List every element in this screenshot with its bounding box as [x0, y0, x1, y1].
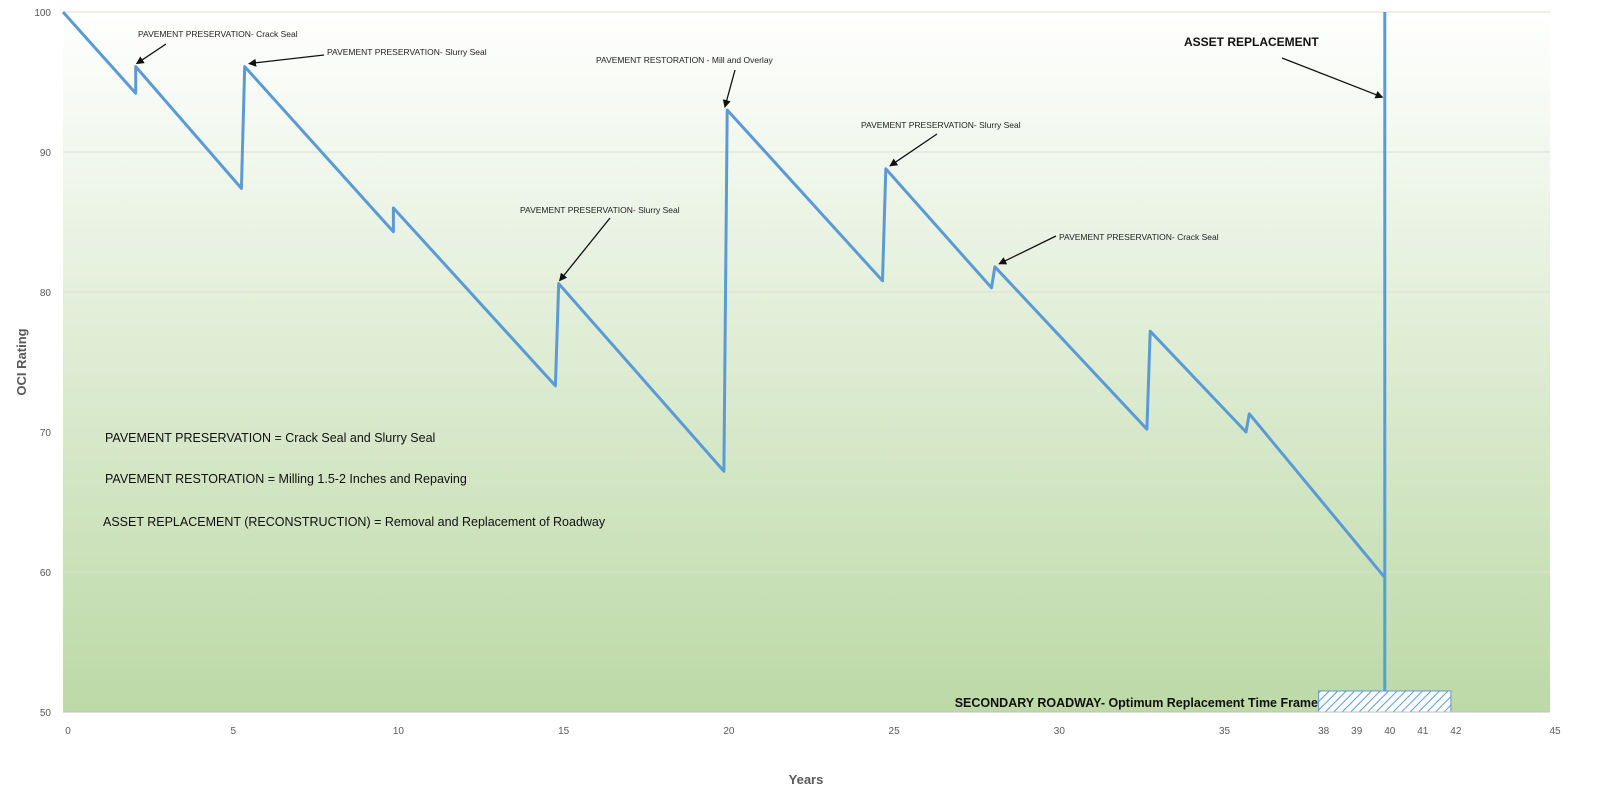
annotation-label: ASSET REPLACEMENT	[1184, 35, 1319, 49]
x-tick-label: 5	[230, 726, 236, 737]
x-tick-label: 40	[1384, 726, 1396, 737]
grid-layer	[63, 11, 1550, 573]
series-line-oci	[61, 10, 1387, 580]
annotation-arrow	[889, 133, 938, 167]
replacement-window-layer	[1318, 690, 1452, 713]
annotation-label: PAVEMENT PRESERVATION- Slurry Seal	[861, 120, 1021, 130]
x-tick-label: 39	[1351, 726, 1363, 737]
y-axis-title: OCI Rating	[14, 328, 29, 395]
annotation-arrow	[722, 69, 736, 108]
y-tick-label: 90	[40, 148, 52, 159]
annotation-arrow	[559, 217, 611, 282]
series-layer	[61, 10, 1387, 691]
annotation-arrow	[248, 54, 325, 67]
x-tick-label: 10	[393, 726, 405, 737]
axis-layer: 50 60 70 80 90 100 0 5 10 15 20 25 30 35 38 39 40 41 42 45	[34, 8, 1561, 737]
annotation-arrow	[135, 43, 167, 65]
annotation-label: PAVEMENT PRESERVATION- Crack Seal	[1059, 232, 1219, 242]
x-tick-label: 42	[1450, 726, 1462, 737]
x-tick-label: 0	[65, 726, 71, 737]
replacement-window-label: SECONDARY ROADWAY- Optimum Replacement T…	[955, 696, 1318, 710]
y-tick-label: 100	[34, 8, 51, 19]
x-tick-label: 15	[558, 726, 570, 737]
x-tick-label: 35	[1219, 726, 1231, 737]
annotation-label: PAVEMENT PRESERVATION- Slurry Seal	[520, 205, 680, 215]
legend-note-restoration: PAVEMENT RESTORATION = Milling 1.5-2 Inc…	[105, 472, 467, 486]
legend-note-preservation: PAVEMENT PRESERVATION = Crack Seal and S…	[105, 431, 435, 445]
annotation-label: PAVEMENT RESTORATION - Mill and Overlay	[596, 55, 774, 65]
annotation-arrow	[1281, 57, 1384, 99]
y-tick-label: 50	[40, 708, 52, 719]
x-tick-label: 45	[1549, 726, 1561, 737]
x-tick-label: 25	[889, 726, 901, 737]
x-tick-label: 41	[1417, 726, 1429, 737]
x-tick-label: 38	[1318, 726, 1330, 737]
annotation-label: PAVEMENT PRESERVATION- Crack Seal	[138, 29, 298, 39]
x-tick-label: 30	[1054, 726, 1066, 737]
y-tick-label: 70	[40, 428, 52, 439]
annotation-layer: PAVEMENT PRESERVATION- Crack Seal PAVEMEN…	[135, 29, 1384, 282]
replacement-window-band	[1318, 690, 1452, 713]
x-tick-label: 20	[723, 726, 735, 737]
plot-background	[63, 12, 1550, 712]
legend-note-replacement: ASSET REPLACEMENT (RECONSTRUCTION) = Rem…	[103, 515, 606, 529]
y-tick-label: 80	[40, 288, 52, 299]
annotation-label: PAVEMENT PRESERVATION- Slurry Seal	[327, 47, 487, 57]
y-tick-label: 60	[40, 568, 52, 579]
annotation-arrow	[998, 235, 1057, 265]
x-axis-title: Years	[789, 772, 824, 787]
